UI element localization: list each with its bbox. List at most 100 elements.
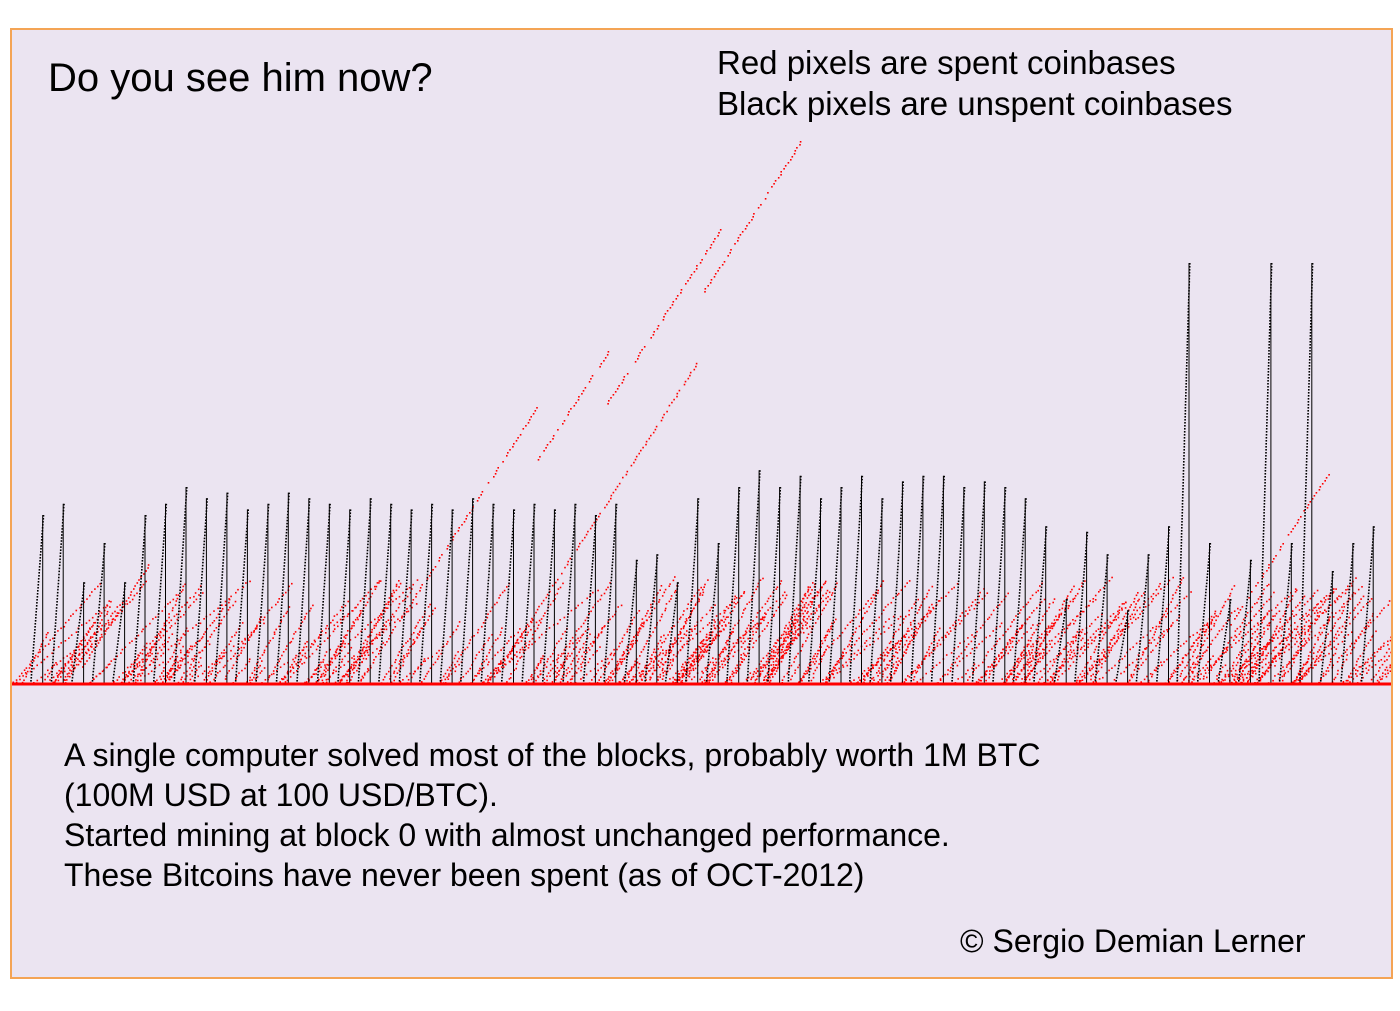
spent-coinbase-point [1329,604,1332,606]
spent-coinbase-point [198,594,200,596]
spent-coinbase-point [628,670,630,673]
spent-coinbase-point [1304,672,1307,674]
spent-coinbase-point [81,651,83,654]
spent-coinbase-point [292,637,294,640]
spent-coinbase-point [1261,606,1264,609]
spent-coinbase-point [899,624,901,626]
spent-coinbase-point [964,649,966,651]
spent-coinbase-point [1068,668,1070,670]
spent-coinbase-point [618,681,621,683]
spent-coinbase-point [549,655,552,658]
spent-coinbase-point [1159,622,1161,624]
spent-coinbase-point [562,666,564,668]
spent-coinbase-point [575,607,577,609]
spent-coinbase-point [794,630,797,632]
spent-coinbase-point [63,670,66,673]
spent-coinbase-point [1305,673,1308,676]
spent-coinbase-point [1273,658,1275,660]
spent-coinbase-point [974,603,977,606]
spent-coinbase-point [712,679,714,681]
spent-coinbase-point [1295,606,1297,609]
spent-coinbase-point [548,627,551,629]
spent-coinbase-point [1022,606,1025,608]
spent-coinbase-point [1206,624,1209,626]
spent-coinbase-point [198,640,200,642]
spent-coinbase-point [644,615,647,617]
spent-coinbase-point [121,601,124,604]
spent-coinbase-point [412,673,415,675]
spent-coinbase-point [874,664,877,666]
spent-coinbase-point [553,624,555,626]
spent-coinbase-point [1008,675,1010,677]
spent-coinbase-point [291,663,293,666]
spent-coinbase-point [575,672,578,674]
spent-coinbase-point [166,630,168,633]
spent-coinbase-point [1263,633,1265,635]
spent-coinbase-point [1051,627,1054,630]
spent-coinbase-point [780,637,782,639]
spent-coinbase-point [1322,675,1325,677]
spent-coinbase-point [785,631,787,634]
spent-coinbase-point [1207,627,1210,629]
spent-coinbase-point [679,633,682,635]
spent-coinbase-point [84,645,87,648]
spent-coinbase-point [402,645,405,647]
spent-coinbase-point [268,676,270,679]
spent-coinbase-point [751,637,754,640]
spent-coinbase-point [1295,628,1298,631]
spent-coinbase-point [805,624,807,626]
spent-coinbase-point [1092,598,1095,600]
spent-coinbase-point [580,663,582,666]
spent-coinbase-point [488,651,490,654]
spent-coinbase-point [806,622,808,624]
spent-coinbase-point [237,588,239,591]
spent-coinbase-point [1369,639,1372,641]
spent-coinbase-point [1328,618,1330,620]
spent-coinbase-point [677,634,680,636]
spent-coinbase-point [786,649,788,651]
spent-coinbase-point [184,663,186,666]
spent-coinbase-point [878,616,880,619]
spent-coinbase-point [877,637,879,640]
spent-coinbase-point [660,616,663,618]
spent-coinbase-point [310,646,312,648]
spent-coinbase-point [487,675,489,677]
spent-coinbase-point [1037,640,1040,643]
spent-coinbase-point [75,657,78,659]
spent-coinbase-point [768,661,771,663]
spent-coinbase-point [1142,661,1144,664]
spent-coinbase-point [1093,640,1096,642]
spent-coinbase-point [681,645,684,648]
spent-coinbase-point [793,619,796,621]
spent-coinbase-point [1322,612,1325,614]
spent-coinbase-point [1186,664,1188,667]
spent-coinbase-point [950,652,953,654]
spent-coinbase-point [1107,625,1109,627]
spent-coinbase-point [1383,642,1385,645]
spent-coinbase-point [707,579,709,581]
spent-coinbase-point [1108,669,1110,672]
spent-coinbase-point [183,614,185,616]
spent-coinbase-point [949,627,951,629]
spent-coinbase-point [67,661,70,664]
spent-coinbase-point [684,661,687,663]
spent-coinbase-point [898,649,901,651]
spent-coinbase-point [862,678,865,680]
spent-coinbase-point [829,675,831,677]
spent-coinbase-point [1257,655,1259,657]
spent-coinbase-point [1255,660,1258,663]
spent-coinbase-point [946,673,949,676]
spent-coinbase-point [502,647,505,649]
spent-coinbase-point [1202,678,1205,680]
spent-coinbase-point [149,649,152,652]
spent-coinbase-point [1380,609,1383,612]
spent-coinbase-point [567,652,570,655]
spent-coinbase-point [1158,625,1160,628]
spent-coinbase-point [742,642,745,645]
spent-coinbase-point [124,646,127,648]
spent-coinbase-point [556,675,558,677]
spent-coinbase-point [668,664,670,667]
spent-coinbase-point [669,678,671,680]
spent-coinbase-point [272,637,274,639]
spent-coinbase-point [1143,678,1146,681]
